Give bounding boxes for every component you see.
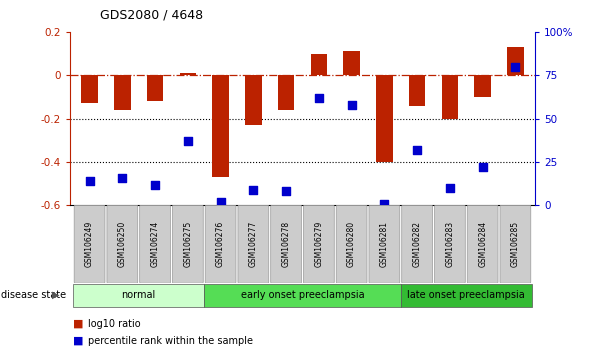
Text: late onset preeclampsia: late onset preeclampsia (407, 290, 525, 300)
Bar (278, 75, 294, 110)
FancyBboxPatch shape (74, 205, 105, 283)
Bar (507, 47, 523, 75)
FancyBboxPatch shape (435, 205, 465, 283)
FancyBboxPatch shape (204, 285, 401, 307)
FancyBboxPatch shape (336, 205, 367, 283)
Bar (212, 75, 229, 177)
Bar (474, 75, 491, 97)
Point (412, 147, 422, 153)
Point (445, 185, 455, 191)
Point (216, 199, 226, 205)
Text: GDS2080 / 4648: GDS2080 / 4648 (100, 8, 204, 21)
Bar (409, 75, 426, 105)
Text: GSM106250: GSM106250 (118, 221, 127, 267)
Text: percentile rank within the sample: percentile rank within the sample (88, 336, 253, 346)
Bar (81, 75, 98, 103)
Point (379, 201, 389, 206)
Text: ▶: ▶ (52, 290, 60, 300)
Text: GSM106275: GSM106275 (184, 221, 192, 267)
Text: GSM106284: GSM106284 (478, 221, 487, 267)
FancyBboxPatch shape (467, 205, 498, 283)
Text: ■: ■ (73, 336, 83, 346)
FancyBboxPatch shape (73, 285, 204, 307)
Text: GSM106278: GSM106278 (282, 221, 291, 267)
Bar (344, 51, 360, 75)
Text: GSM106276: GSM106276 (216, 221, 225, 267)
Bar (441, 75, 458, 119)
Point (85, 178, 94, 184)
Point (511, 64, 520, 69)
Text: GSM106282: GSM106282 (413, 221, 421, 267)
Bar (114, 75, 131, 110)
Text: ■: ■ (73, 319, 83, 329)
FancyBboxPatch shape (500, 205, 531, 283)
Point (183, 138, 193, 144)
Text: GSM106277: GSM106277 (249, 221, 258, 267)
FancyBboxPatch shape (271, 205, 302, 283)
FancyBboxPatch shape (107, 205, 138, 283)
Text: GSM106249: GSM106249 (85, 221, 94, 267)
Bar (179, 73, 196, 75)
Text: normal: normal (122, 290, 156, 300)
Text: GSM106274: GSM106274 (151, 221, 159, 267)
Point (117, 175, 127, 181)
Text: GSM106281: GSM106281 (380, 221, 389, 267)
FancyBboxPatch shape (369, 205, 400, 283)
Bar (147, 75, 164, 101)
FancyBboxPatch shape (140, 205, 170, 283)
FancyBboxPatch shape (238, 205, 269, 283)
Point (150, 182, 160, 187)
Point (478, 164, 488, 170)
Text: early onset preeclampsia: early onset preeclampsia (241, 290, 364, 300)
Text: GSM106285: GSM106285 (511, 221, 520, 267)
FancyBboxPatch shape (205, 205, 236, 283)
Text: GSM106283: GSM106283 (446, 221, 454, 267)
Point (249, 187, 258, 193)
FancyBboxPatch shape (402, 205, 432, 283)
FancyBboxPatch shape (303, 205, 334, 283)
FancyBboxPatch shape (401, 285, 532, 307)
Text: GSM106279: GSM106279 (314, 221, 323, 267)
Point (314, 95, 323, 101)
Point (282, 189, 291, 194)
Bar (311, 53, 327, 75)
Point (347, 102, 356, 108)
Text: disease state: disease state (1, 290, 66, 300)
Text: GSM106280: GSM106280 (347, 221, 356, 267)
Text: log10 ratio: log10 ratio (88, 319, 141, 329)
FancyBboxPatch shape (173, 205, 203, 283)
Bar (376, 75, 393, 162)
Bar (245, 75, 261, 125)
